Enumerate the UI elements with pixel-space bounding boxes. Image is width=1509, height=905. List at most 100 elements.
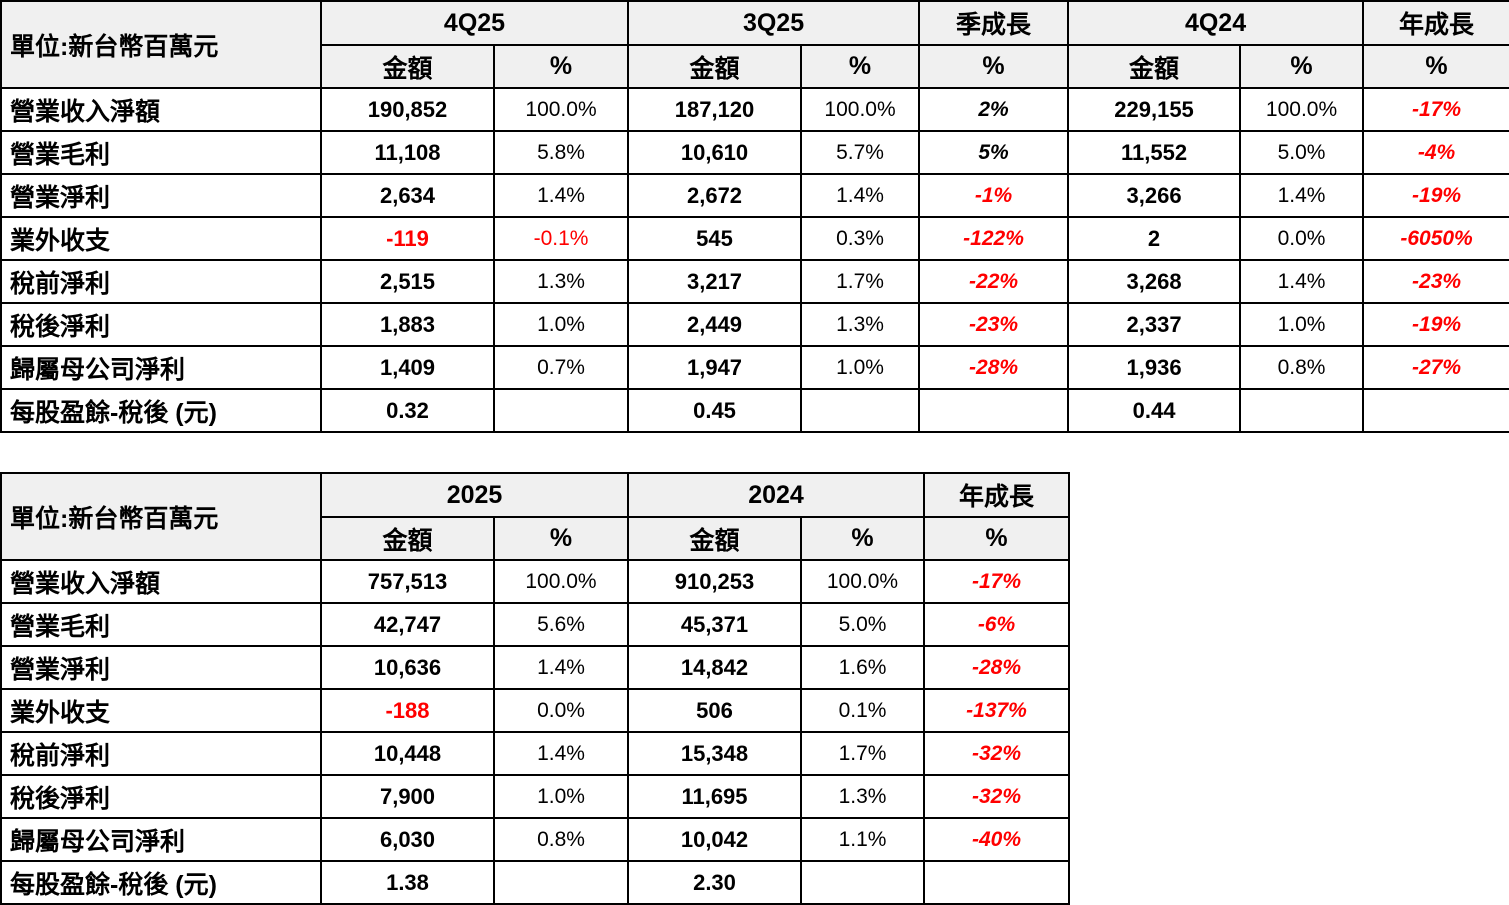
percent-cell: 1.7% (800, 731, 925, 776)
sub-header-percent: % (800, 44, 921, 89)
growth-cell (1362, 388, 1509, 433)
amount-cell: 10,448 (320, 731, 495, 776)
percent-cell: 0.7% (492, 345, 630, 390)
amount-cell: 0.44 (1067, 388, 1242, 433)
amount-cell: 187,120 (627, 87, 803, 132)
amount-cell: 11,108 (320, 130, 495, 175)
growth-cell: -28% (923, 645, 1070, 690)
row-label-cell: 營業毛利 (0, 130, 322, 175)
row-label-cell: 稅前淨利 (0, 259, 322, 304)
percent-cell: 1.3% (800, 302, 921, 347)
amount-cell: 190,852 (320, 87, 495, 132)
group-header-yoy-growth: 年成長 (1362, 0, 1509, 46)
unit-label-cell: 單位:新台幣百萬元 (0, 472, 322, 561)
percent-cell: 1.6% (800, 645, 925, 690)
amount-cell: 1,936 (1067, 345, 1242, 390)
percent-cell (800, 860, 925, 905)
table-row: 營業毛利 11,108 5.8% 10,610 5.7% 5% 11,552 5… (0, 130, 1509, 175)
growth-cell (918, 388, 1070, 433)
row-label-cell: 稅後淨利 (0, 774, 322, 819)
table-row: 稅前淨利 10,448 1.4% 15,348 1.7% -32% (0, 731, 1070, 776)
amount-cell: 15,348 (627, 731, 802, 776)
amount-cell: 10,042 (627, 817, 802, 862)
group-header-3q25: 3Q25 (627, 0, 921, 46)
growth-cell: -23% (918, 302, 1070, 347)
percent-cell: 1.3% (492, 259, 630, 304)
percent-cell (492, 388, 630, 433)
percent-cell: 1.3% (800, 774, 925, 819)
growth-cell: -32% (923, 774, 1070, 819)
group-header-2025: 2025 (320, 472, 629, 518)
group-header-4q25: 4Q25 (319, 0, 630, 46)
percent-cell: 1.7% (800, 259, 921, 304)
amount-cell: 2,634 (320, 173, 495, 218)
row-label-cell: 營業收入淨額 (0, 87, 322, 132)
amount-cell: -119 (320, 216, 495, 261)
row-label-cell: 歸屬母公司淨利 (0, 817, 322, 862)
percent-cell: 1.1% (800, 817, 925, 862)
sub-header-percent: % (923, 516, 1070, 561)
table-row: 稅前淨利 2,515 1.3% 3,217 1.7% -22% 3,268 1.… (0, 259, 1509, 304)
sub-header-amount: 金額 (320, 44, 495, 89)
amount-cell: 1.38 (320, 860, 495, 905)
growth-cell: -4% (1362, 130, 1509, 175)
amount-cell: 2,449 (627, 302, 803, 347)
amount-cell: 2 (1067, 216, 1242, 261)
percent-cell: -0.1% (492, 216, 630, 261)
amount-cell: 2,672 (627, 173, 803, 218)
annual-results-table: 單位:新台幣百萬元 2025 2024 年成長 金額 % 金額 % % 營業收入… (0, 472, 1070, 905)
amount-cell: 10,610 (627, 130, 803, 175)
sub-header-amount: 金額 (627, 44, 803, 89)
growth-cell: -19% (1362, 173, 1509, 218)
growth-cell: -40% (923, 817, 1070, 862)
percent-cell: 0.0% (1239, 216, 1365, 261)
quarterly-results-table: 單位:新台幣百萬元 4Q25 3Q25 季成長 4Q24 年成長 金額 % 金額… (0, 0, 1509, 433)
growth-cell: -17% (923, 559, 1070, 604)
percent-cell: 0.0% (493, 688, 629, 733)
amount-cell: 10,636 (320, 645, 495, 690)
percent-cell: 0.8% (493, 817, 629, 862)
amount-cell: 757,513 (320, 559, 495, 604)
sub-header-amount: 金額 (627, 516, 802, 561)
table-row: 營業淨利 2,634 1.4% 2,672 1.4% -1% 3,266 1.4… (0, 173, 1509, 218)
growth-cell: -28% (918, 345, 1070, 390)
percent-cell: 1.0% (800, 345, 921, 390)
sub-header-percent: % (1239, 44, 1365, 89)
amount-cell: 229,155 (1067, 87, 1242, 132)
group-header-qoq-growth: 季成長 (918, 0, 1070, 46)
table-row: 歸屬母公司淨利 1,409 0.7% 1,947 1.0% -28% 1,936… (0, 345, 1509, 390)
row-label-cell: 營業淨利 (0, 645, 322, 690)
group-header-4q24: 4Q24 (1067, 0, 1365, 46)
table-row: 業外收支 -119 -0.1% 545 0.3% -122% 2 0.0% -6… (0, 216, 1509, 261)
quarterly-sub-header-row: 金額 % 金額 % % 金額 % % (1, 44, 1509, 89)
amount-cell: 0.32 (320, 388, 495, 433)
amount-cell: 14,842 (627, 645, 802, 690)
amount-cell: 11,552 (1067, 130, 1242, 175)
growth-cell: -27% (1362, 345, 1509, 390)
amount-cell: 2,337 (1067, 302, 1242, 347)
row-label-cell: 營業淨利 (0, 173, 322, 218)
percent-cell: 0.3% (800, 216, 921, 261)
sub-header-amount: 金額 (320, 516, 495, 561)
growth-cell: -6% (923, 602, 1070, 647)
amount-cell: 3,217 (627, 259, 803, 304)
percent-cell: 1.0% (492, 302, 630, 347)
table-row: 業外收支 -188 0.0% 506 0.1% -137% (0, 688, 1070, 733)
percent-cell: 100.0% (800, 559, 925, 604)
amount-cell: 506 (627, 688, 802, 733)
percent-cell: 100.0% (492, 87, 630, 132)
amount-cell: 3,268 (1067, 259, 1242, 304)
percent-cell: 1.4% (493, 645, 629, 690)
percent-cell: 5.6% (493, 602, 629, 647)
growth-cell: 2% (918, 87, 1070, 132)
percent-cell: 0.8% (1239, 345, 1365, 390)
growth-cell: -32% (923, 731, 1070, 776)
percent-cell: 1.0% (1239, 302, 1365, 347)
row-label-cell: 每股盈餘-稅後 (元) (0, 388, 322, 433)
table-row: 營業收入淨額 190,852 100.0% 187,120 100.0% 2% … (0, 87, 1509, 132)
growth-cell: -23% (1362, 259, 1509, 304)
table-row: 營業收入淨額 757,513 100.0% 910,253 100.0% -17… (0, 559, 1070, 604)
amount-cell: 545 (627, 216, 803, 261)
row-label-cell: 營業收入淨額 (0, 559, 322, 604)
table-row: 稅後淨利 7,900 1.0% 11,695 1.3% -32% (0, 774, 1070, 819)
